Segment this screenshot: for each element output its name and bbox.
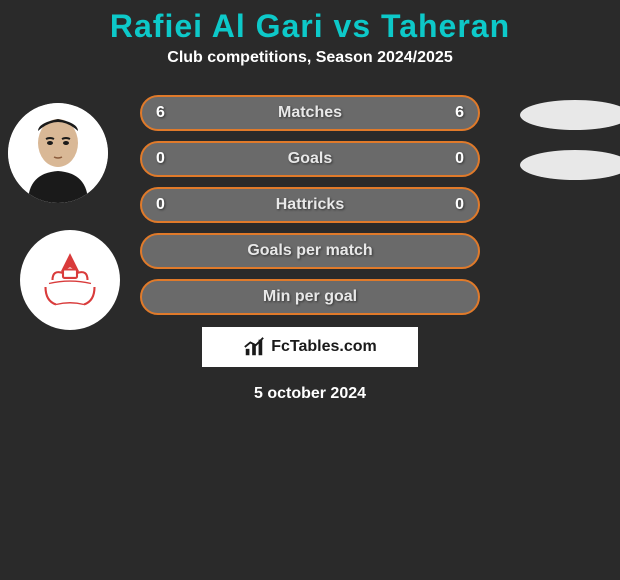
comparison-panel: 6 Matches 6 0 Goals 0 0 Hattricks 0 Goal…: [0, 95, 620, 403]
side-indicator-2: [520, 150, 620, 180]
page-subtitle: Club competitions, Season 2024/2025: [0, 49, 620, 95]
stat-value-right: 0: [455, 196, 464, 214]
stat-rows: 6 Matches 6 0 Goals 0 0 Hattricks 0 Goal…: [140, 95, 480, 315]
brand-text: FcTables.com: [271, 338, 377, 356]
stat-value-right: 0: [455, 150, 464, 168]
crest-icon: [35, 245, 105, 315]
stat-row: 0 Goals 0: [140, 141, 480, 177]
player-avatar-left: [8, 103, 108, 203]
stat-row: 0 Hattricks 0: [140, 187, 480, 223]
stat-value-left: 0: [156, 196, 165, 214]
stat-value-left: 0: [156, 150, 165, 168]
side-indicator-1: [520, 100, 620, 130]
stat-label: Matches: [278, 104, 342, 122]
stat-row: Min per goal: [140, 279, 480, 315]
stat-row: 6 Matches 6: [140, 95, 480, 131]
person-icon: [8, 103, 108, 203]
date-text: 5 october 2024: [0, 385, 620, 403]
stat-row: Goals per match: [140, 233, 480, 269]
stat-label: Hattricks: [276, 196, 344, 214]
stat-value-left: 6: [156, 104, 165, 122]
stat-label: Goals: [288, 150, 332, 168]
club-crest-right: [20, 230, 120, 330]
chart-icon: [243, 336, 265, 358]
page-title: Rafiei Al Gari vs Taheran: [0, 0, 620, 49]
stat-label: Min per goal: [263, 288, 357, 306]
stat-label: Goals per match: [247, 242, 372, 260]
brand-badge[interactable]: FcTables.com: [202, 327, 418, 367]
stat-value-right: 6: [455, 104, 464, 122]
